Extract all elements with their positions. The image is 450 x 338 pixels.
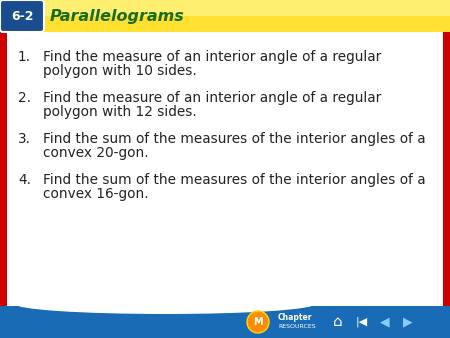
- Text: ⌂: ⌂: [333, 314, 343, 330]
- Text: 1.: 1.: [18, 50, 31, 64]
- Bar: [443, 32, 450, 306]
- Text: Find the sum of the measures of the interior angles of a: Find the sum of the measures of the inte…: [43, 173, 426, 187]
- Text: 2.: 2.: [18, 91, 31, 105]
- Bar: [0, 306, 450, 338]
- Bar: [0, 0, 450, 32]
- Text: polygon with 12 sides.: polygon with 12 sides.: [43, 105, 197, 119]
- Text: Chapter: Chapter: [278, 314, 312, 322]
- Text: RESOURCES: RESOURCES: [278, 324, 315, 330]
- Text: ◀: ◀: [380, 315, 390, 329]
- Text: convex 20-gon.: convex 20-gon.: [43, 146, 148, 160]
- Text: |◀: |◀: [356, 317, 368, 327]
- Text: convex 16-gon.: convex 16-gon.: [43, 187, 148, 201]
- Text: M: M: [253, 317, 263, 327]
- Text: polygon with 10 sides.: polygon with 10 sides.: [43, 64, 197, 78]
- Bar: [0, 0, 450, 16]
- Bar: [7, 32, 443, 306]
- Text: Find the measure of an interior angle of a regular: Find the measure of an interior angle of…: [43, 50, 381, 64]
- Circle shape: [247, 311, 269, 333]
- FancyBboxPatch shape: [0, 0, 44, 32]
- Text: Find the sum of the measures of the interior angles of a: Find the sum of the measures of the inte…: [43, 132, 426, 146]
- Text: ▶: ▶: [403, 315, 413, 329]
- Text: Find the measure of an interior angle of a regular: Find the measure of an interior angle of…: [43, 91, 381, 105]
- Text: 4.: 4.: [18, 173, 31, 187]
- Text: 3.: 3.: [18, 132, 31, 146]
- Bar: [0, 32, 7, 306]
- Ellipse shape: [15, 294, 315, 314]
- Text: 6-2: 6-2: [11, 9, 33, 23]
- Text: Parallelograms: Parallelograms: [50, 8, 185, 24]
